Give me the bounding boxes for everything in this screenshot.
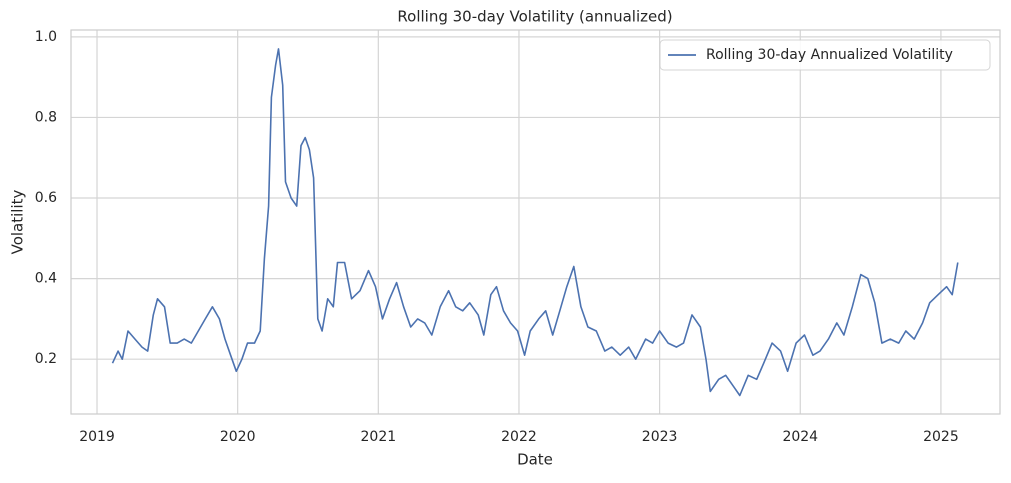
y-tick-label: 0.8 [35, 109, 57, 125]
y-tick-label: 1.0 [35, 29, 57, 45]
y-tick-label: 0.6 [35, 190, 57, 206]
plot-frame [70, 29, 1001, 415]
x-tick-label: 2021 [361, 429, 397, 445]
y-tick-label: 0.4 [35, 271, 57, 287]
data-line [111, 48, 959, 397]
x-tick-label: 2025 [923, 429, 959, 445]
x-tick-label: 2019 [79, 429, 115, 445]
x-tick-label: 2022 [501, 429, 537, 445]
x-axis-label: Date [517, 451, 553, 469]
legend-box [659, 39, 991, 71]
x-tick-label: 2024 [782, 429, 818, 445]
y-tick-label: 0.2 [35, 351, 57, 367]
y-axis-label: Volatility [9, 189, 27, 254]
x-tick-label: 2023 [642, 429, 678, 445]
legend-label: Rolling 30-day Annualized Volatility [706, 47, 953, 63]
chart-title: Rolling 30-day Volatility (annualized) [397, 8, 672, 26]
x-tick-label: 2020 [220, 429, 256, 445]
